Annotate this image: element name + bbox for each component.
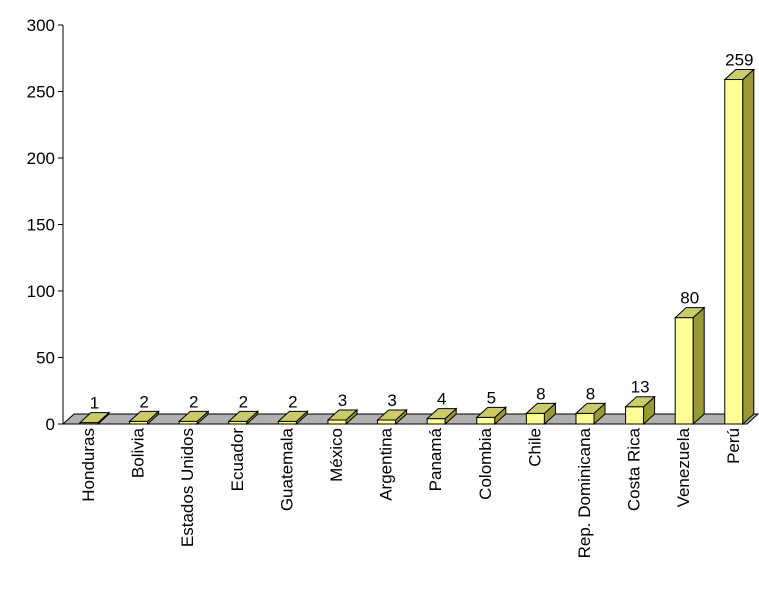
- bar: [227, 410, 260, 426]
- x-tick-label: Panamá: [426, 427, 445, 491]
- floor-plane: [61, 413, 759, 425]
- bar-top: [277, 410, 309, 422]
- y-tick-label: 0: [46, 415, 55, 434]
- bar-front: [377, 419, 397, 425]
- bar-top: [673, 307, 706, 319]
- bar-side: [692, 306, 705, 426]
- bar-top: [227, 410, 260, 422]
- data-label: 3: [338, 391, 347, 410]
- bar-top: [425, 408, 458, 420]
- bar-front: [724, 79, 744, 425]
- x-tick-label: Venezuela: [674, 427, 693, 507]
- x-tick-label: Estados Unidos: [178, 428, 197, 547]
- x-tick-label: Ecuador: [228, 428, 247, 492]
- bar-front: [327, 419, 347, 425]
- data-label: 2: [189, 392, 198, 411]
- x-tick-label: Colombia: [476, 427, 495, 499]
- x-tick-label: Costa Rica: [625, 427, 644, 511]
- bar: [376, 408, 408, 426]
- bar: [277, 410, 309, 426]
- bar: [723, 68, 756, 426]
- x-tick-label: Bolivia: [129, 427, 148, 478]
- x-tick-label: Perú: [724, 428, 743, 464]
- x-axis-labels: Honduras Bolivia Estados Unidos Ecuador Guat…: [79, 427, 743, 558]
- bar-top: [326, 409, 359, 421]
- bar: [425, 407, 458, 426]
- bar-front: [525, 412, 545, 425]
- y-tick-label: 50: [36, 349, 55, 368]
- bar-top: [475, 406, 508, 418]
- bar-front: [625, 406, 645, 425]
- data-label: 3: [387, 391, 396, 410]
- bar-front: [575, 412, 595, 425]
- bar: [574, 402, 607, 426]
- x-tick-label: México: [327, 428, 346, 482]
- data-label: 8: [586, 384, 595, 403]
- bar-top: [177, 410, 210, 422]
- bars: [78, 68, 756, 426]
- data-label: 1: [90, 394, 99, 413]
- data-label: 8: [536, 384, 545, 403]
- bar: [177, 410, 210, 426]
- bar: [128, 410, 160, 426]
- data-label: 4: [437, 390, 446, 409]
- bar-top: [574, 402, 607, 414]
- data-label: 2: [139, 392, 148, 411]
- bar-front: [426, 418, 446, 425]
- y-tick-label: 300: [27, 16, 55, 35]
- data-label: 2: [288, 392, 297, 411]
- y-tick-label: 200: [27, 149, 55, 168]
- bar: [673, 306, 706, 426]
- chart-floor: [61, 413, 759, 425]
- x-tick-label: Argentina: [377, 427, 396, 500]
- data-label: 5: [487, 388, 496, 407]
- bar-top: [624, 396, 656, 408]
- bar-top: [525, 402, 557, 414]
- data-labels: 1 2 2 2 2 3 3 4 5 8 8 13 80 259: [90, 51, 754, 413]
- data-label: 13: [631, 378, 650, 397]
- bar-front: [476, 416, 496, 425]
- x-tick-label: Rep. Dominicana: [575, 427, 594, 558]
- data-label: 80: [680, 289, 699, 308]
- y-tick-label: 100: [27, 282, 55, 301]
- x-tick-label: Chile: [525, 428, 544, 467]
- bar-top: [723, 69, 756, 81]
- bar: [525, 402, 557, 426]
- bar: [326, 408, 359, 426]
- data-label: 2: [239, 392, 248, 411]
- y-axis: 0 50 100 150 200 250 300: [27, 16, 64, 434]
- bar-top: [78, 412, 111, 424]
- x-tick-label: Honduras: [79, 428, 98, 502]
- bar: [78, 411, 111, 426]
- bar-top: [128, 410, 160, 422]
- bar-side: [742, 68, 755, 426]
- x-tick-label: Guatemala: [277, 427, 296, 511]
- bar: [624, 395, 656, 426]
- y-tick-label: 150: [27, 216, 55, 235]
- bar-front: [674, 317, 694, 425]
- bar-top: [376, 409, 408, 421]
- y-tick-label: 250: [27, 83, 55, 102]
- data-label: 259: [725, 51, 753, 70]
- bar: [475, 406, 508, 426]
